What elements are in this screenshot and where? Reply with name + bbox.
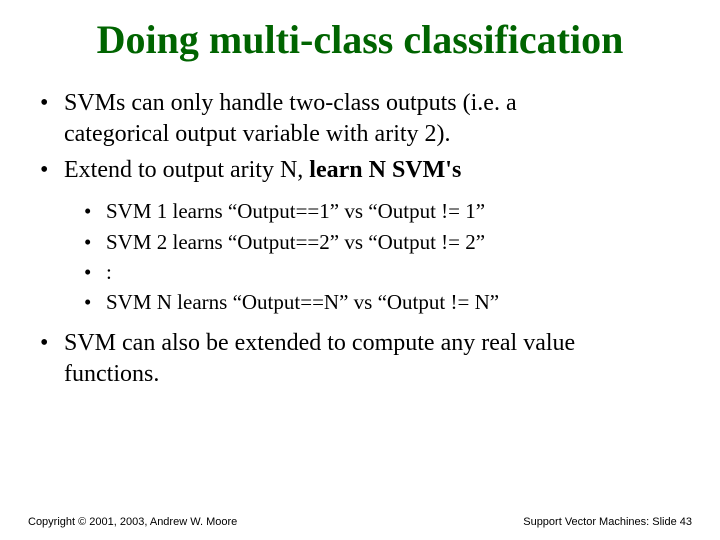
bullet-text: SVM can also be extended to compute any … xyxy=(64,330,575,356)
bullet-item: SVM can also be extended to compute any … xyxy=(40,328,680,389)
slide: Doing multi-class classification SVMs ca… xyxy=(0,0,720,540)
bullet-item: SVMs can only handle two-class outputs (… xyxy=(40,88,680,149)
bullet-text-bold: learn N SVM's xyxy=(309,157,461,183)
sub-bullet-list: SVM 1 learns “Output==1” vs “Output != 1… xyxy=(84,196,680,318)
slide-title: Doing multi-class classification xyxy=(40,18,680,62)
sub-bullet-text: SVM 2 learns “Output==2” vs “Output != 2… xyxy=(106,230,485,254)
sub-bullet-text: : xyxy=(106,260,112,284)
footer: Copyright © 2001, 2003, Andrew W. Moore … xyxy=(0,516,720,528)
bullet-list: SVMs can only handle two-class outputs (… xyxy=(40,88,680,389)
bullet-text: functions. xyxy=(64,361,159,387)
sub-bullet-text: SVM 1 learns “Output==1” vs “Output != 1… xyxy=(106,199,485,223)
bullet-item: Extend to output arity N, learn N SVM's … xyxy=(40,155,680,317)
bullet-text: Extend to output arity N, xyxy=(64,157,309,183)
bullet-text: categorical output variable with arity 2… xyxy=(64,121,451,147)
footer-left: Copyright © 2001, 2003, Andrew W. Moore xyxy=(28,516,237,528)
sub-bullet-item: : xyxy=(84,257,680,287)
sub-bullet-item: SVM N learns “Output==N” vs “Output != N… xyxy=(84,287,680,317)
sub-bullet-text: SVM N learns “Output==N” vs “Output != N… xyxy=(106,290,499,314)
sub-bullet-item: SVM 2 learns “Output==2” vs “Output != 2… xyxy=(84,227,680,257)
footer-right: Support Vector Machines: Slide 43 xyxy=(523,516,692,528)
sub-bullet-item: SVM 1 learns “Output==1” vs “Output != 1… xyxy=(84,196,680,226)
bullet-text: SVMs can only handle two-class outputs (… xyxy=(64,90,517,116)
